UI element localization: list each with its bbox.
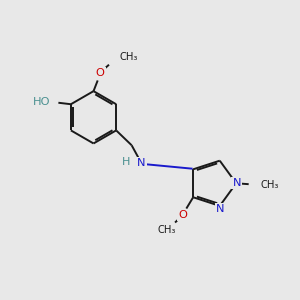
Text: CH₃: CH₃ xyxy=(158,225,176,235)
Text: O: O xyxy=(178,210,187,220)
Text: N: N xyxy=(216,205,225,214)
Text: N: N xyxy=(137,158,146,168)
Text: HO: HO xyxy=(33,97,51,106)
Text: CH₃: CH₃ xyxy=(261,180,279,190)
Text: N: N xyxy=(232,178,241,188)
Text: CH₃: CH₃ xyxy=(120,52,138,62)
Text: O: O xyxy=(96,68,104,78)
Text: H: H xyxy=(122,157,130,167)
